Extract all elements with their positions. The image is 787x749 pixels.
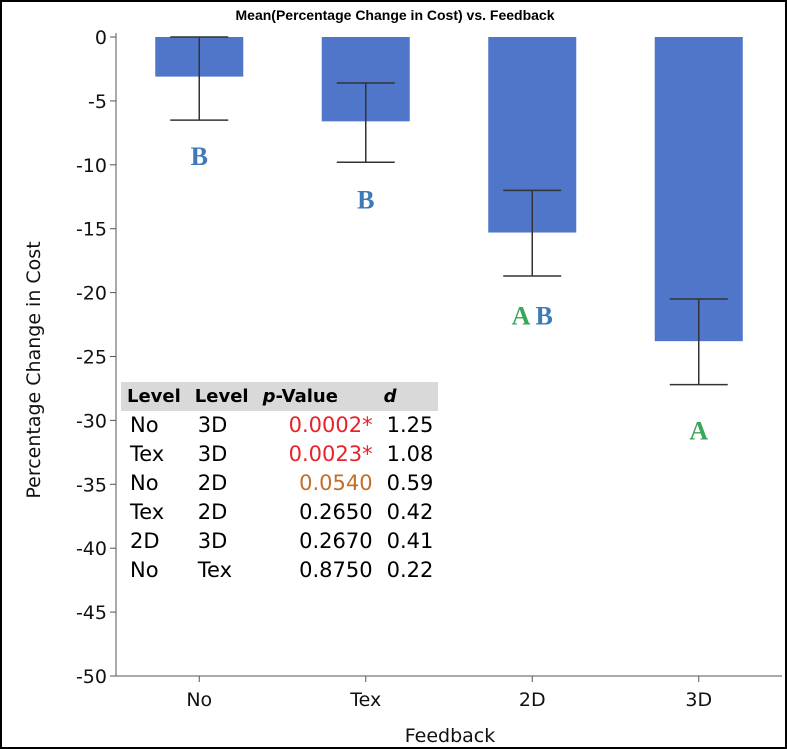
p-value-header: p-Value <box>256 382 378 411</box>
effect-size-cell: 1.08 <box>386 442 434 466</box>
table-row: No 2D 0.0540 0.59 <box>121 469 438 498</box>
p-value-cell: 0.2670 <box>299 529 373 553</box>
pairwise-comparison-table: Level Level p-Value d No 3D 0.0002* 1.25 Tex… <box>121 382 439 585</box>
error-bars-group <box>170 36 728 386</box>
y-tick-label: -40 <box>76 538 107 560</box>
significance-label: A <box>689 417 708 446</box>
level1-cell: Tex <box>130 442 165 466</box>
y-tick-label: -10 <box>76 155 107 177</box>
significance-label: B <box>357 185 374 214</box>
level2-cell: Tex <box>197 558 233 582</box>
level2-cell: 3D <box>197 442 228 466</box>
effect-size-header: d <box>377 382 439 411</box>
level2-cell: 3D <box>197 529 228 553</box>
table-row: Tex 3D 0.0023* 1.08 <box>121 440 438 469</box>
level1-cell: No <box>130 558 159 582</box>
y-tick-label: -15 <box>76 219 107 241</box>
x-tick-label: 3D <box>685 689 712 711</box>
table-row: No 3D 0.0002* 1.25 <box>121 411 438 440</box>
effect-size-cell: 1.25 <box>386 413 434 437</box>
effect-size-cell: 0.22 <box>386 558 434 582</box>
y-tick-label: -35 <box>76 474 107 496</box>
y-tick-label: -20 <box>76 283 107 305</box>
level2-cell: 2D <box>197 500 228 524</box>
p-value-cell: 0.0023* <box>288 442 373 466</box>
table-row: No Tex 0.8750 0.22 <box>121 556 438 585</box>
level1-cell: Tex <box>130 500 165 524</box>
p-value-cell: 0.8750 <box>299 558 373 582</box>
significance-label: B <box>191 142 208 171</box>
x-tick-label: Tex <box>349 689 381 711</box>
x-tick-label: 2D <box>519 689 546 711</box>
y-tick-label: -30 <box>76 410 107 432</box>
y-axis-ticks: 0 -5 -10 -15 -20 -25 -30 -35 -40 -45 -50 <box>76 27 116 688</box>
significance-letter: B <box>357 185 374 214</box>
table-row: Tex 2D 0.2650 0.42 <box>121 498 438 527</box>
y-tick-label: -5 <box>88 91 107 113</box>
significance-letter: B <box>191 142 208 171</box>
level1-cell: 2D <box>130 529 160 553</box>
effect-size-cell: 0.41 <box>386 529 434 553</box>
y-axis-label: Percentage Change in Cost <box>23 241 45 498</box>
p-value-cell: 0.0002* <box>288 413 373 437</box>
y-tick-label: -50 <box>76 666 107 688</box>
significance-letter: B <box>529 302 553 331</box>
level1-header: Level <box>121 382 189 411</box>
y-tick-label: 0 <box>95 27 107 49</box>
p-rest: -Value <box>275 386 338 407</box>
level1-cell: No <box>130 471 159 495</box>
table-header-row: Level Level p-Value d <box>121 382 439 411</box>
level1-cell: No <box>130 413 159 437</box>
significance-letter: A <box>689 417 708 446</box>
level2-cell: 2D <box>197 471 228 495</box>
bars-group <box>155 37 743 342</box>
x-axis-categories: No Tex 2D 3D <box>186 676 712 711</box>
level2-header: Level <box>188 382 257 411</box>
y-tick-label: -25 <box>76 347 107 369</box>
effect-size-cell: 0.59 <box>386 471 434 495</box>
chart-title: Mean(Percentage Change in Cost) vs. Feed… <box>236 7 555 23</box>
x-tick-label: No <box>186 689 212 711</box>
level2-cell: 3D <box>197 413 228 437</box>
table-row: 2D 3D 0.2670 0.41 <box>121 527 438 556</box>
bar <box>654 37 743 342</box>
p-value-cell: 0.0540 <box>299 471 373 495</box>
p-italic: p <box>262 386 276 407</box>
significance-letters: BBA BA <box>191 142 709 446</box>
effect-size-cell: 0.42 <box>386 500 434 524</box>
table-body: No 3D 0.0002* 1.25 Tex 3D 0.0023* 1.08 No 2D 0.054… <box>121 411 438 585</box>
x-axis-label: Feedback <box>405 725 495 747</box>
p-value-cell: 0.2650 <box>299 500 373 524</box>
y-tick-label: -45 <box>76 602 107 624</box>
significance-letter: A <box>512 302 531 331</box>
significance-label: A B <box>512 302 553 331</box>
